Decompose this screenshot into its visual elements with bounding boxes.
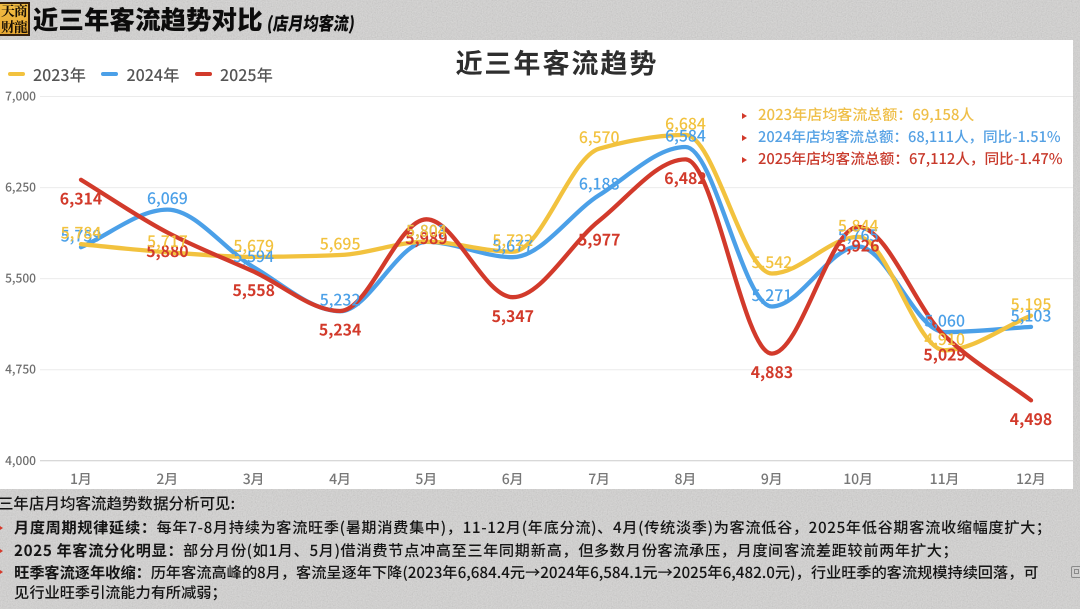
svg-text:5,722: 5,722: [492, 228, 533, 251]
svg-text:11月: 11月: [930, 469, 960, 489]
svg-text:4,910: 4,910: [924, 327, 965, 350]
svg-text:7,000: 7,000: [5, 88, 36, 105]
svg-text:5,977: 5,977: [578, 227, 620, 250]
svg-text:5,347: 5,347: [492, 304, 534, 327]
svg-text:6,069: 6,069: [147, 186, 188, 209]
svg-text:10月: 10月: [843, 469, 873, 489]
svg-text:5,880: 5,880: [146, 239, 188, 262]
svg-text:5,103: 5,103: [1011, 303, 1052, 326]
svg-text:12月: 12月: [1016, 469, 1046, 489]
svg-text:3月: 3月: [243, 469, 265, 489]
svg-text:5,717: 5,717: [147, 229, 188, 252]
svg-text:5,679: 5,679: [233, 233, 274, 256]
svg-text:9月: 9月: [761, 469, 783, 489]
svg-text:5,234: 5,234: [319, 318, 361, 341]
svg-text:5,594: 5,594: [233, 244, 274, 267]
svg-text:8月: 8月: [675, 469, 697, 489]
svg-text:5,558: 5,558: [232, 278, 274, 301]
svg-text:4,883: 4,883: [751, 360, 793, 383]
svg-text:6,684: 6,684: [665, 111, 706, 134]
svg-text:4月: 4月: [329, 469, 351, 489]
svg-text:5,803: 5,803: [406, 218, 447, 241]
svg-text:5,677: 5,677: [492, 234, 533, 257]
svg-text:4,000: 4,000: [5, 452, 36, 469]
svg-text:5月: 5月: [415, 469, 437, 489]
svg-text:5,232: 5,232: [320, 288, 361, 311]
svg-text:5,926: 5,926: [837, 233, 879, 256]
svg-text:6月: 6月: [502, 469, 524, 489]
svg-text:6,188: 6,188: [579, 172, 620, 195]
svg-text:1月: 1月: [70, 469, 92, 489]
svg-text:6,314: 6,314: [60, 186, 102, 209]
svg-text:5,989: 5,989: [405, 226, 447, 249]
svg-text:6,482: 6,482: [664, 166, 706, 189]
svg-text:5,695: 5,695: [320, 232, 361, 255]
svg-text:5,804: 5,804: [406, 218, 447, 241]
svg-text:5,060: 5,060: [924, 309, 965, 332]
svg-text:5,271: 5,271: [752, 283, 793, 306]
svg-text:6,250: 6,250: [5, 179, 36, 196]
svg-text:4,498: 4,498: [1010, 407, 1052, 430]
svg-text:7月: 7月: [588, 469, 610, 489]
svg-text:5,765: 5,765: [838, 223, 879, 246]
svg-text:5,784: 5,784: [61, 221, 102, 244]
svg-text:5,542: 5,542: [752, 250, 793, 273]
svg-text:6,570: 6,570: [579, 125, 620, 148]
svg-text:5,844: 5,844: [838, 213, 879, 236]
svg-text:5,029: 5,029: [923, 342, 965, 365]
svg-text:2月: 2月: [156, 469, 178, 489]
svg-text:5,195: 5,195: [1011, 292, 1052, 315]
svg-text:4,750: 4,750: [5, 361, 36, 378]
svg-text:5,759: 5,759: [61, 224, 102, 247]
svg-text:6,584: 6,584: [665, 124, 706, 147]
svg-text:5,500: 5,500: [5, 270, 36, 287]
